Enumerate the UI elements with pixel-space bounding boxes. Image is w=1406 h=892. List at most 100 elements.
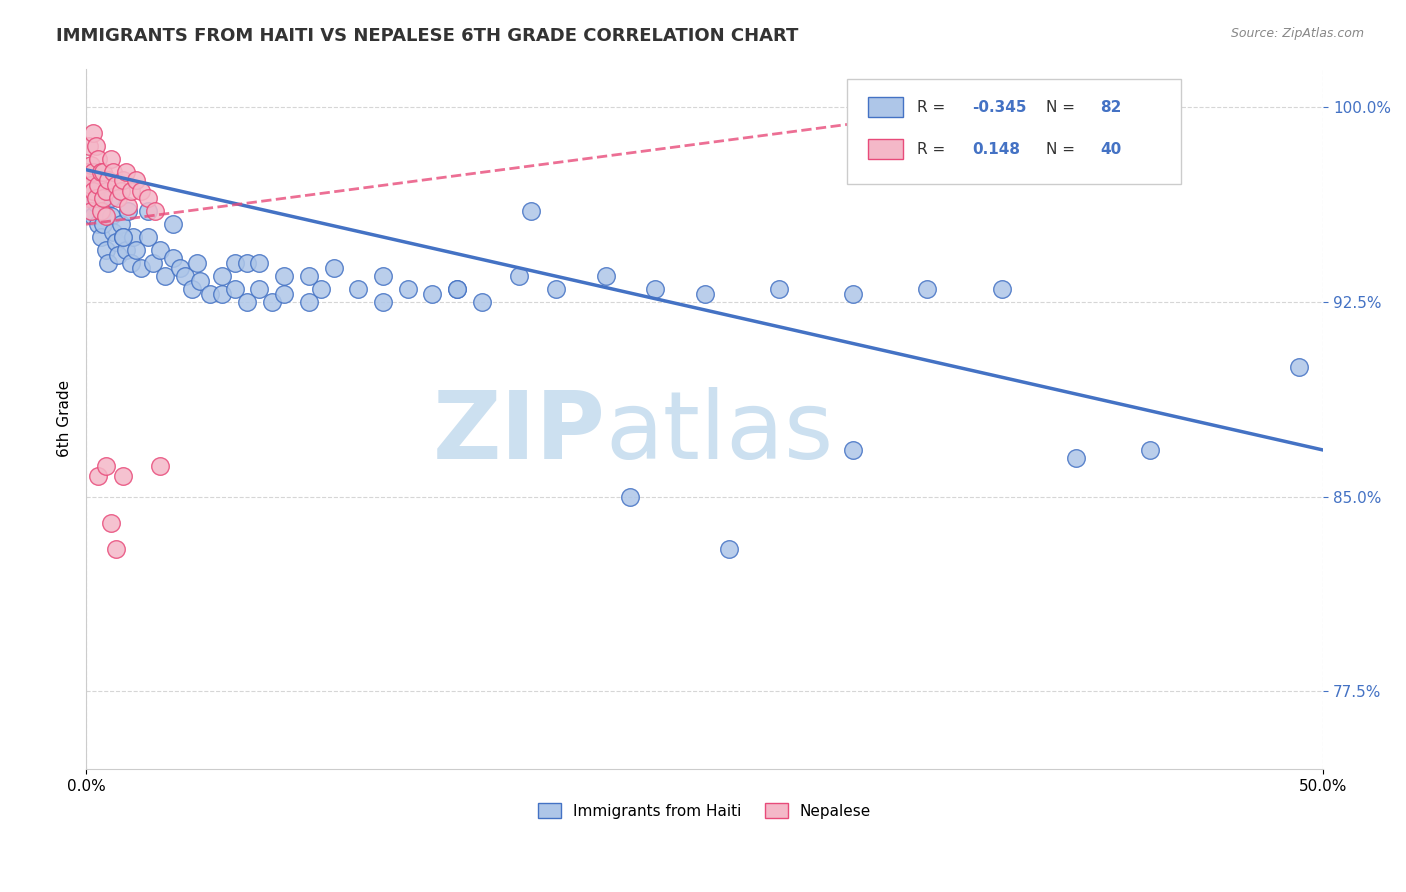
Point [107, 248, 129, 262]
Point [84, 191, 107, 205]
Point [87, 469, 110, 483]
Point [236, 295, 259, 310]
Point [87, 178, 110, 193]
Point [162, 251, 184, 265]
Point [188, 274, 211, 288]
Point [114, 165, 136, 179]
Point [162, 217, 184, 231]
Point [82, 127, 104, 141]
Text: IMMIGRANTS FROM HAITI VS NEPALESE 6TH GRADE CORRELATION CHART: IMMIGRANTS FROM HAITI VS NEPALESE 6TH GR… [56, 27, 799, 45]
Point [236, 256, 259, 270]
Point [120, 256, 142, 270]
Point [94, 184, 117, 198]
Point [546, 282, 568, 296]
Point [84, 165, 107, 179]
Point [90, 199, 112, 213]
Point [87, 217, 110, 231]
Point [77, 191, 100, 205]
Point [112, 230, 135, 244]
Point [104, 541, 127, 556]
Point [87, 153, 110, 167]
Point [124, 243, 146, 257]
Point [917, 282, 939, 296]
Point [77, 139, 100, 153]
Point [446, 282, 468, 296]
Point [136, 230, 159, 244]
Point [129, 184, 152, 198]
Point [80, 204, 103, 219]
Point [136, 191, 159, 205]
Point [842, 287, 865, 301]
Point [120, 184, 142, 198]
Point [97, 173, 120, 187]
Point [122, 230, 145, 244]
FancyBboxPatch shape [868, 139, 903, 159]
Point [90, 165, 112, 179]
Point [100, 210, 122, 224]
Point [718, 541, 741, 556]
Point [97, 256, 120, 270]
Point [768, 282, 790, 296]
Point [347, 282, 370, 296]
Point [77, 191, 100, 205]
Point [446, 282, 468, 296]
Point [103, 165, 125, 179]
Point [371, 295, 394, 310]
Legend: Immigrants from Haiti, Nepalese: Immigrants from Haiti, Nepalese [531, 797, 877, 825]
Point [693, 287, 716, 301]
Point [84, 139, 107, 153]
Point [77, 178, 100, 193]
Text: 40: 40 [1101, 142, 1122, 157]
Point [100, 516, 122, 530]
Y-axis label: 6th Grade: 6th Grade [58, 380, 72, 458]
Point [90, 230, 112, 244]
Point [508, 269, 530, 284]
Point [82, 165, 104, 179]
Point [114, 243, 136, 257]
Point [94, 243, 117, 257]
Text: -0.345: -0.345 [972, 100, 1026, 114]
Point [112, 469, 135, 483]
Point [990, 282, 1012, 296]
Point [90, 204, 112, 219]
Point [93, 217, 115, 231]
Point [94, 210, 117, 224]
Point [112, 173, 135, 187]
Point [112, 230, 135, 244]
Text: 0.148: 0.148 [972, 142, 1019, 157]
Point [136, 204, 159, 219]
Point [117, 204, 139, 219]
Point [93, 191, 115, 205]
Point [322, 261, 344, 276]
Text: N =: N = [1046, 142, 1080, 157]
Point [94, 458, 117, 473]
Point [224, 282, 246, 296]
Point [1139, 443, 1161, 458]
Point [273, 287, 295, 301]
Point [80, 204, 103, 219]
Point [396, 282, 419, 296]
Text: 82: 82 [1101, 100, 1122, 114]
Point [107, 191, 129, 205]
Point [93, 165, 115, 179]
Point [103, 225, 125, 239]
Text: atlas: atlas [606, 387, 834, 479]
Point [422, 287, 444, 301]
Point [644, 282, 666, 296]
Point [471, 295, 494, 310]
Point [104, 178, 127, 193]
Point [298, 269, 321, 284]
FancyBboxPatch shape [868, 97, 903, 117]
Point [1064, 450, 1087, 465]
Point [273, 269, 295, 284]
Point [181, 282, 204, 296]
Point [129, 261, 152, 276]
Point [298, 295, 321, 310]
Point [520, 204, 543, 219]
Point [110, 184, 132, 198]
Point [149, 243, 172, 257]
Point [169, 261, 191, 276]
Point [110, 217, 132, 231]
Point [84, 196, 107, 211]
Point [93, 204, 115, 219]
